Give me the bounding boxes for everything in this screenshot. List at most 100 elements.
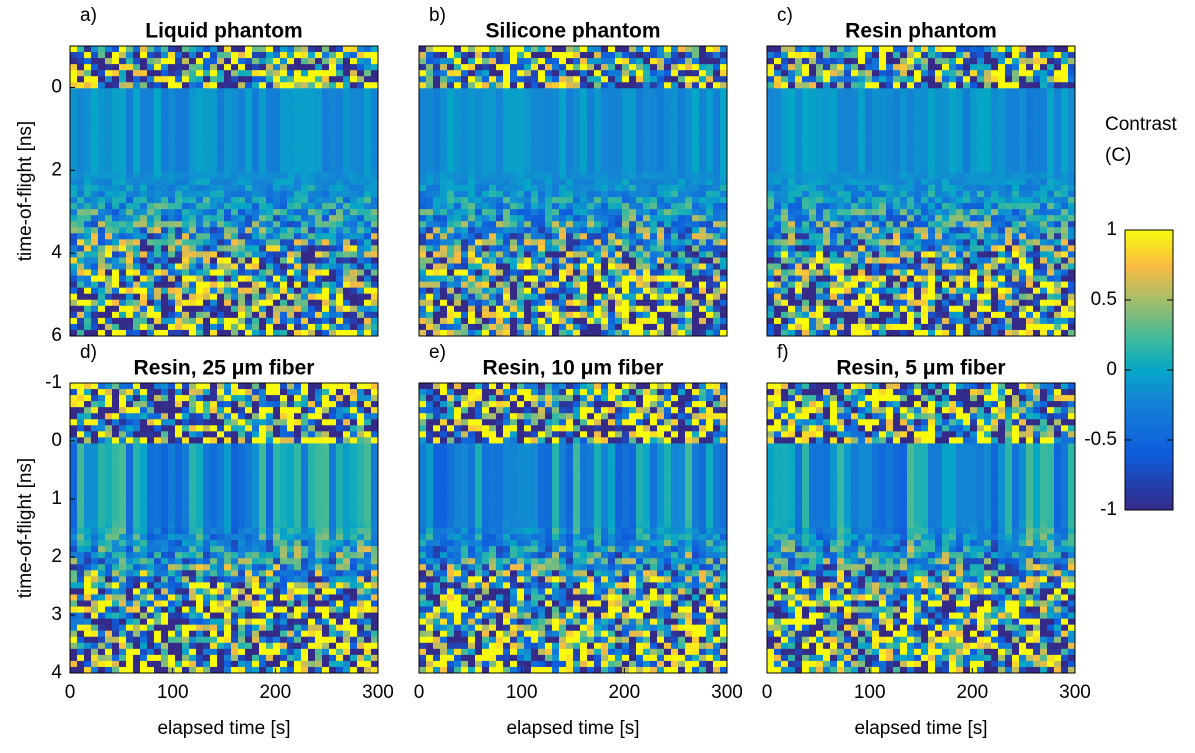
heatmap-cell [419, 125, 427, 132]
heatmap-cell [657, 94, 665, 101]
heatmap-cell [133, 324, 141, 331]
heatmap-cell [84, 324, 92, 331]
heatmap-cell [837, 137, 845, 144]
heatmap-cell [447, 227, 455, 234]
heatmap-cell [524, 149, 532, 156]
heatmap-cell [203, 70, 211, 77]
heatmap-cell [203, 306, 211, 313]
heatmap-cell [196, 185, 204, 192]
heatmap-cell [147, 173, 155, 180]
heatmap-cell [252, 149, 260, 156]
heatmap-cell [552, 257, 560, 264]
heatmap-cell [482, 185, 490, 192]
heatmap-cell [203, 179, 211, 186]
heatmap-cell [671, 318, 679, 325]
heatmap-cell [496, 233, 504, 240]
heatmap-cell [329, 209, 337, 216]
heatmap-cell [720, 324, 728, 331]
heatmap-cell [713, 318, 721, 325]
heatmap-cell [664, 88, 672, 95]
heatmap-cell [713, 106, 721, 113]
heatmap-cell [440, 161, 448, 168]
heatmap-cell [287, 70, 295, 77]
heatmap-cell [203, 288, 211, 295]
heatmap-cell [1033, 143, 1041, 150]
heatmap-cell [566, 300, 574, 307]
heatmap-cell [671, 112, 679, 119]
heatmap-cell [126, 215, 134, 222]
heatmap-cell [231, 233, 239, 240]
heatmap-cell [154, 94, 162, 101]
heatmap-cell [1068, 112, 1076, 119]
heatmap-cell [650, 318, 658, 325]
heatmap-cell [140, 251, 148, 258]
heatmap-cell [231, 221, 239, 228]
heatmap-cell [685, 257, 693, 264]
heatmap-cell [816, 125, 824, 132]
heatmap-cell [594, 306, 602, 313]
heatmap-cell [133, 257, 141, 264]
heatmap-cell [879, 46, 887, 53]
heatmap-cell [301, 282, 309, 289]
heatmap-cell [161, 155, 169, 162]
heatmap-cell [224, 264, 232, 271]
heatmap-cell [287, 306, 295, 313]
heatmap-cell [301, 82, 309, 89]
heatmap-cell [907, 94, 915, 101]
heatmap-cell [636, 131, 644, 138]
heatmap-cell [70, 282, 78, 289]
heatmap-cell [893, 106, 901, 113]
heatmap-cell [720, 306, 728, 313]
heatmap-cell [154, 306, 162, 313]
heatmap-cell [454, 264, 462, 271]
heatmap-cell [112, 203, 120, 210]
heatmap-cell [692, 64, 700, 71]
heatmap-cell [580, 131, 588, 138]
heatmap-cell [650, 227, 658, 234]
heatmap-cell [217, 209, 225, 216]
heatmap-cell [475, 76, 483, 83]
heatmap-cell [217, 270, 225, 277]
heatmap-cell [245, 112, 253, 119]
heatmap-cell [364, 155, 372, 162]
heatmap-cell [1019, 70, 1027, 77]
heatmap-cell [98, 312, 106, 319]
heatmap-cell [91, 76, 99, 83]
heatmap-cell [671, 288, 679, 295]
heatmap-cell [774, 82, 782, 89]
heatmap-cell [238, 112, 246, 119]
heatmap-cell [496, 161, 504, 168]
heatmap-cell [545, 167, 553, 174]
heatmap-cell [329, 58, 337, 65]
heatmap-cell [872, 70, 880, 77]
heatmap-cell [468, 215, 476, 222]
heatmap-cell [461, 82, 469, 89]
heatmap-cell [531, 143, 539, 150]
heatmap-cell [1068, 94, 1076, 101]
heatmap-cell [224, 227, 232, 234]
heatmap-cell [622, 215, 630, 222]
heatmap-cell [133, 221, 141, 228]
heatmap-cell [699, 161, 707, 168]
heatmap-cell [809, 82, 817, 89]
heatmap-cell [594, 119, 602, 126]
heatmap-cell [287, 100, 295, 107]
heatmap-cell [259, 282, 267, 289]
heatmap-cell [231, 143, 239, 150]
heatmap-cell [301, 270, 309, 277]
heatmap-cell [608, 155, 616, 162]
heatmap-cell [364, 233, 372, 240]
heatmap-cell [935, 106, 943, 113]
heatmap-cell [147, 306, 155, 313]
heatmap-cell [657, 300, 665, 307]
heatmap-cell [664, 94, 672, 101]
heatmap-cell [210, 46, 218, 53]
heatmap-cell [949, 112, 957, 119]
heatmap-cell [510, 143, 518, 150]
heatmap-cell [643, 82, 651, 89]
heatmap-cell [510, 167, 518, 174]
heatmap-cell [559, 251, 567, 258]
heatmap-cell [70, 155, 78, 162]
heatmap-cell [552, 300, 560, 307]
heatmap-cell [928, 106, 936, 113]
